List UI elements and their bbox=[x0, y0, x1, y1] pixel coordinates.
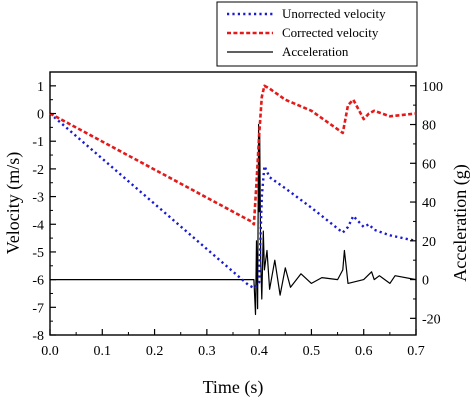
x-tick-label: 0.6 bbox=[355, 344, 373, 359]
x-tick-label: 0.2 bbox=[146, 344, 164, 359]
y-left-tick-label: -8 bbox=[32, 329, 44, 344]
y-left-tick-label: -4 bbox=[32, 218, 44, 233]
y-left-axis-title: Velocity (m/s) bbox=[3, 152, 24, 254]
y-right-axis-title: Acceleration (g) bbox=[450, 164, 471, 281]
series-line-acceleration bbox=[50, 123, 417, 316]
y-left-tick-label: -3 bbox=[32, 191, 44, 206]
y-right-axis-ticks: 100 80 60 40 20 0 -20 bbox=[410, 80, 443, 327]
x-axis-title: Time (s) bbox=[203, 377, 264, 398]
y-right-tick-label: 60 bbox=[422, 157, 436, 172]
legend-label-unorrected-velocity: Unorrected velocity bbox=[282, 6, 386, 21]
y-left-axis-ticks: 1 0 -1 -2 -3 -4 -5 -6 -7 -8 bbox=[32, 80, 56, 344]
y-right-tick-label: 80 bbox=[422, 119, 436, 134]
legend-label-corrected-velocity: Corrected velocity bbox=[282, 25, 379, 40]
plot-area-frame bbox=[49, 71, 417, 336]
series-layer bbox=[49, 84, 417, 316]
y-right-tick-label: 0 bbox=[422, 274, 429, 289]
y-left-tick-label: -2 bbox=[32, 163, 44, 178]
x-tick-label: 0.1 bbox=[94, 344, 112, 359]
y-right-tick-label: -20 bbox=[422, 312, 441, 327]
legend-box bbox=[216, 1, 418, 67]
y-right-tick-label: 100 bbox=[422, 80, 443, 95]
y-right-tick-label: 40 bbox=[422, 196, 436, 211]
x-tick-label: 0.3 bbox=[198, 344, 216, 359]
legend: Unorrected velocity Corrected velocity A… bbox=[216, 1, 418, 67]
legend-label-acceleration: Acceleration bbox=[282, 44, 349, 59]
series-line-corrected-velocity bbox=[49, 84, 417, 226]
x-tick-label: 0.4 bbox=[250, 344, 268, 359]
y-left-tick-label: -7 bbox=[32, 301, 44, 316]
x-tick-label: 0.7 bbox=[407, 344, 425, 359]
y-left-tick-label: 0 bbox=[37, 108, 44, 123]
y-right-tick-label: 20 bbox=[422, 235, 436, 250]
y-left-tick-label: -6 bbox=[32, 274, 44, 289]
y-left-tick-label: 1 bbox=[37, 80, 44, 95]
x-axis-ticks: 0.0 0.1 0.2 0.3 0.4 0.5 0.6 0.7 bbox=[41, 329, 425, 359]
x-tick-label: 0.0 bbox=[41, 344, 59, 359]
x-tick-label: 0.5 bbox=[303, 344, 321, 359]
series-line-unorrected-velocity bbox=[49, 112, 417, 290]
y-left-tick-label: -5 bbox=[32, 246, 44, 261]
y-left-tick-label: -1 bbox=[32, 135, 44, 150]
